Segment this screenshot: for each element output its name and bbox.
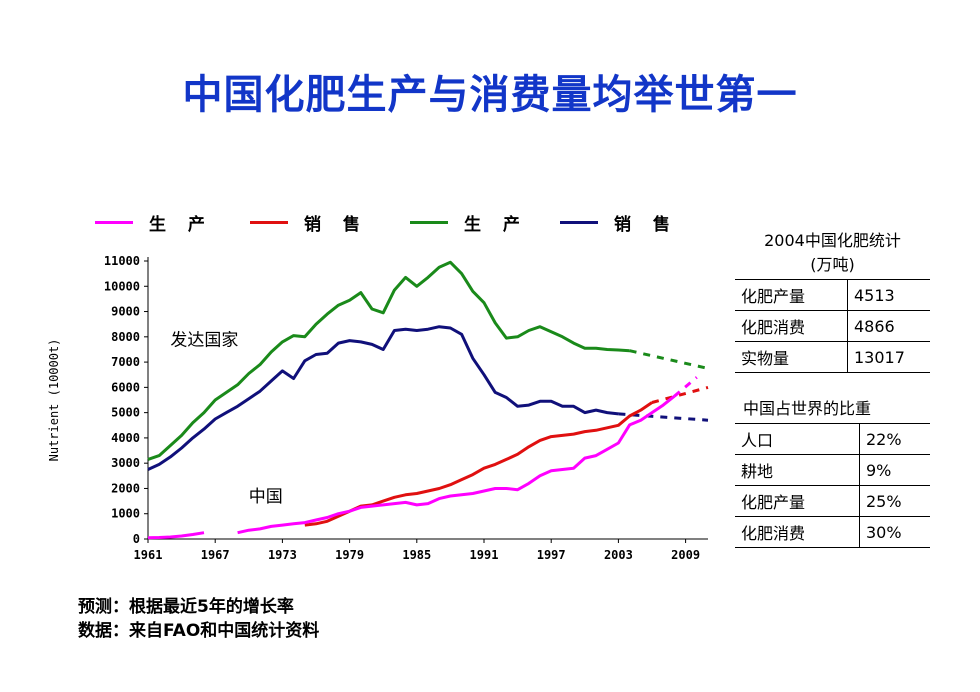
legend-item: 销 售 (560, 207, 678, 237)
y-tick-label: 5000 (111, 406, 140, 420)
table-row: 化肥消费 30% (735, 516, 930, 548)
x-tick-label: 2009 (671, 548, 700, 562)
table-row: 化肥产量 25% (735, 485, 930, 517)
series-line-cn_production (237, 395, 676, 535)
row-value: 4513 (847, 279, 930, 311)
y-tick-label: 1000 (111, 507, 140, 521)
fertilizer-line-chart: 0 1000 2000 3000 4000 5000 6000 7000 8000 9000 100… (47, 254, 709, 562)
legend-label: 生 产 (464, 214, 528, 235)
row-label: 实物量 (735, 341, 848, 373)
world-share-table: 人口 22% 耕地 9% 化肥产量 25% 化肥消费 30% (735, 423, 930, 548)
y-tick-label: 3000 (111, 456, 140, 470)
legend-item: 销 售 (250, 207, 368, 237)
y-tick-label: 11000 (104, 254, 140, 268)
legend-swatch (410, 220, 448, 224)
row-label: 化肥产量 (735, 485, 860, 517)
table-row: 人口 22% (735, 423, 930, 455)
chart-annotation: 发达国家 (170, 330, 238, 350)
row-value: 22% (859, 423, 930, 455)
legend-swatch (560, 220, 598, 224)
x-tick-label: 1967 (201, 548, 230, 562)
x-tick-label: 2003 (604, 548, 633, 562)
legend-label: 销 售 (614, 214, 678, 235)
row-value: 13017 (847, 341, 930, 373)
row-label: 化肥产量 (735, 279, 848, 311)
legend-swatch (95, 220, 133, 224)
y-tick-label: 6000 (111, 380, 140, 394)
legend-item: 生 产 (410, 207, 528, 237)
x-tick-label: 1979 (335, 548, 364, 562)
china-stats-table: 化肥产量 4513 化肥消费 4866 实物量 13017 (735, 279, 930, 373)
row-label: 耕地 (735, 454, 860, 486)
table1-title: 2004中国化肥统计 (764, 231, 901, 250)
table1-subtitle: (万吨) (810, 255, 855, 274)
y-tick-label: 0 (133, 532, 140, 546)
row-value: 30% (859, 516, 930, 548)
source-note: 数据：来自FAO和中国统计资料 (78, 621, 320, 641)
forecast-line-cn_sales (651, 385, 709, 404)
y-tick-label: 8000 (111, 330, 140, 344)
forecast-line-cn_production (673, 376, 698, 398)
legend-swatch (250, 220, 288, 224)
table-row: 实物量 13017 (735, 341, 930, 373)
chart-legend: 生 产 销 售 生 产 销 售 (95, 207, 715, 237)
x-tick-label: 1973 (268, 548, 297, 562)
table2-title: 中国占世界的比重 (743, 399, 872, 418)
y-tick-label: 10000 (104, 279, 140, 293)
x-tick-label: 1961 (134, 548, 163, 562)
table-row: 化肥消费 4866 (735, 310, 930, 342)
row-label: 化肥消费 (735, 516, 860, 548)
row-value: 4866 (847, 310, 930, 342)
chart-annotation: 中国 (249, 487, 283, 507)
legend-label: 销 售 (304, 214, 368, 235)
x-tick-label: 1991 (470, 548, 499, 562)
series-line-dev_production (147, 260, 630, 461)
legend-item: 生 产 (95, 207, 213, 237)
y-tick-label: 9000 (111, 305, 140, 319)
row-label: 人口 (735, 423, 860, 455)
page-title: 中国化肥生产与消费量均举世第一 (182, 72, 798, 118)
table-row: 耕地 9% (735, 454, 930, 486)
x-tick-label: 1997 (537, 548, 566, 562)
forecast-note: 预测：根据最近5年的增长率 (78, 597, 294, 617)
series-line-cn_production (147, 531, 205, 540)
y-tick-label: 7000 (111, 355, 140, 369)
series-line-cn_sales (304, 401, 653, 527)
x-tick-label: 1985 (402, 548, 431, 562)
row-value: 25% (859, 485, 930, 517)
y-tick-label: 2000 (111, 481, 140, 495)
y-axis-label: Nutrient (10000t) (47, 339, 61, 462)
series-line-dev_sales (147, 325, 619, 471)
row-value: 9% (859, 454, 930, 486)
table-row: 化肥产量 4513 (735, 279, 930, 311)
row-label: 化肥消费 (735, 310, 848, 342)
forecast-line-dev_production (629, 349, 709, 370)
y-tick-label: 4000 (111, 431, 140, 445)
legend-label: 生 产 (149, 214, 213, 235)
